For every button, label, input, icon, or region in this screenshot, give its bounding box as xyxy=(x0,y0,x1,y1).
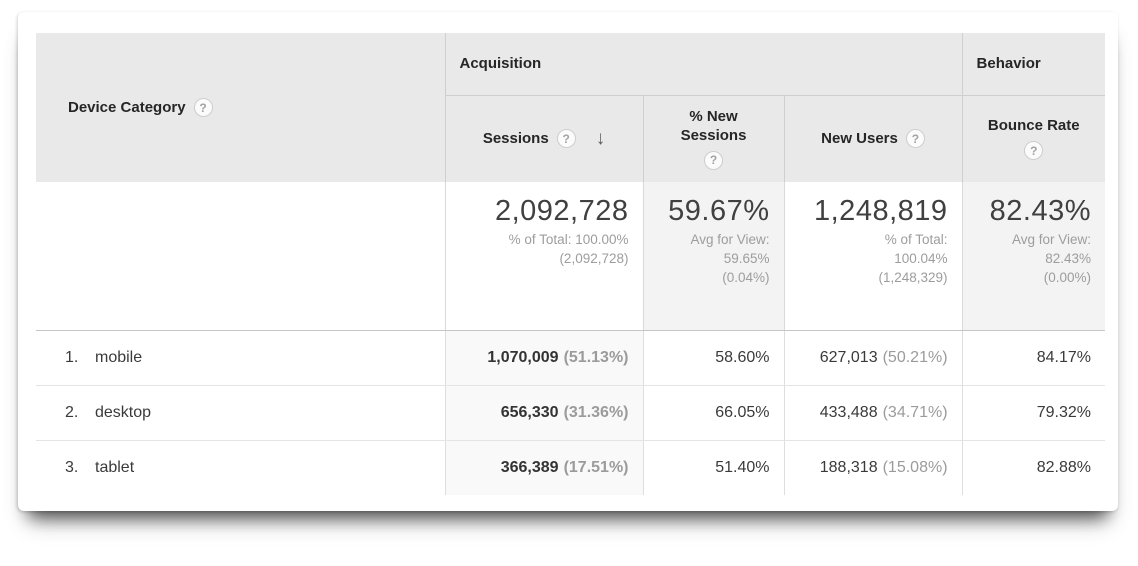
device-category-value: desktop xyxy=(95,403,152,421)
sort-desc-arrow-icon: ↓ xyxy=(595,128,606,150)
summary-new-users: 1,248,819 % of Total: 100.04% (1,248,329… xyxy=(784,182,963,331)
cell-pct-new-sessions: 66.05% xyxy=(643,385,785,441)
help-icon[interactable]: ? xyxy=(1024,141,1044,161)
analytics-report-card: Device Category ? Acquisition Behavior S… xyxy=(18,12,1118,511)
row-index: 1. xyxy=(65,348,79,366)
table-row-mobile: 1. mobile 1,070,009 (51.13%) 58.60% 627,01… xyxy=(36,330,1106,386)
cell-new-users: 188,318 (15.08%) xyxy=(784,440,963,495)
summary-sessions: 2,092,728 % of Total: 100.00% (2,092,728… xyxy=(445,182,644,331)
cell-sessions: 656,330 (31.36%) xyxy=(445,385,644,441)
cell-device-category: 3. tablet xyxy=(36,440,446,495)
summary-bounce-rate: 82.43% Avg for View: 82.43% (0.00%) xyxy=(962,182,1106,331)
help-icon[interactable]: ? xyxy=(193,98,213,117)
device-category-value: tablet xyxy=(95,458,135,476)
group-header-row: Device Category ? Acquisition Behavior xyxy=(36,33,1106,182)
sessions-label: Sessions xyxy=(482,130,549,148)
summary-row: 2,092,728 % of Total: 100.00% (2,092,728… xyxy=(36,182,1106,331)
row-index: 3. xyxy=(65,458,79,476)
row-index: 2. xyxy=(65,403,79,421)
summary-sessions-value: 2,092,728 xyxy=(494,195,629,227)
column-header-pct-new-sessions[interactable]: % New Sessions ? xyxy=(643,95,785,182)
new-users-label: New Users xyxy=(821,130,898,148)
cell-sessions: 1,070,009 (51.13%) xyxy=(445,330,644,386)
column-header-new-users[interactable]: New Users ? xyxy=(784,95,963,182)
table-row-desktop: 2. desktop 656,330 (31.36%) 66.05% 433,488… xyxy=(36,385,1106,441)
device-category-label: Device Category xyxy=(68,99,186,116)
help-icon[interactable]: ? xyxy=(704,150,723,170)
summary-dimension-cell xyxy=(36,182,446,331)
cell-pct-new-sessions: 58.60% xyxy=(643,330,785,386)
column-header-bounce-rate[interactable]: Bounce Rate ? xyxy=(962,95,1106,182)
column-header-sessions[interactable]: Sessions ? ↓ xyxy=(445,95,644,182)
cell-new-users: 627,013 (50.21%) xyxy=(784,330,963,386)
summary-bounce-rate-note: Avg for View: 82.43% (0.00%) xyxy=(1011,232,1092,285)
cell-new-users: 433,488 (34.71%) xyxy=(784,385,963,441)
metric-header-row: Sessions ? ↓ % New Sessions ? New Users … xyxy=(36,95,1106,182)
bounce-rate-label: Bounce Rate xyxy=(987,117,1080,135)
cell-pct-new-sessions: 51.40% xyxy=(643,440,785,495)
pct-new-sessions-label: % New Sessions xyxy=(680,108,747,144)
column-header-device-category[interactable]: Device Category ? xyxy=(36,33,446,182)
cell-bounce-rate: 84.17% xyxy=(962,330,1106,386)
summary-pct-new-sessions: 59.67% Avg for View: 59.65% (0.04%) xyxy=(643,182,785,331)
cell-sessions: 366,389 (17.51%) xyxy=(445,440,644,495)
group-header-acquisition: Acquisition xyxy=(445,33,963,96)
help-icon[interactable]: ? xyxy=(556,129,576,149)
summary-sessions-note: % of Total: 100.00% (2,092,728) xyxy=(508,232,629,266)
table-row-tablet: 3. tablet 366,389 (17.51%) 51.40% 188,318(… xyxy=(36,440,1106,495)
cell-device-category: 2. desktop xyxy=(36,385,446,441)
help-icon[interactable]: ? xyxy=(905,129,925,149)
device-category-value: mobile xyxy=(95,348,143,366)
cell-bounce-rate: 79.32% xyxy=(962,385,1106,441)
summary-bounce-rate-value: 82.43% xyxy=(989,195,1092,227)
summary-new-users-note: % of Total: 100.04% (1,248,329) xyxy=(878,232,948,285)
group-header-behavior: Behavior xyxy=(962,33,1106,96)
summary-pct-new-sessions-value: 59.67% xyxy=(668,195,770,227)
cell-bounce-rate: 82.88% xyxy=(962,440,1106,495)
device-category-table: Device Category ? Acquisition Behavior S… xyxy=(36,33,1106,495)
cell-device-category: 1. mobile xyxy=(36,330,446,386)
summary-pct-new-sessions-note: Avg for View: 59.65% (0.04%) xyxy=(690,232,770,285)
summary-new-users-value: 1,248,819 xyxy=(814,195,948,227)
